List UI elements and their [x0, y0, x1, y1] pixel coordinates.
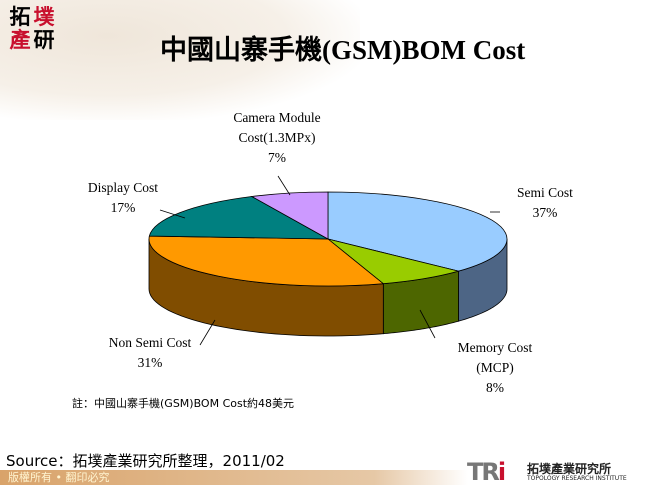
label-semi: Semi Cost 37% [490, 183, 600, 223]
leader-line [199, 319, 216, 346]
logo-char: 產 [9, 28, 31, 52]
slide-title: 中國山寨手機(GSM)BOM Cost [160, 35, 526, 65]
brand-mark: i [497, 458, 506, 486]
pie-slice-0 [327, 191, 508, 272]
pie-slice-3 [148, 196, 329, 240]
pie-slice-2 [148, 235, 385, 287]
tri-brand-logo: TRi 拓墣產業研究所 TOPOLOGY RESEARCH INSTITUTE [467, 458, 627, 486]
label-camera: Camera Module Cost(1.3MPx) 7% [212, 108, 342, 168]
chart-note: 註：中國山寨手機(GSM)BOM Cost約48美元 [72, 397, 295, 410]
leader-line [419, 309, 436, 339]
leader-line [159, 209, 186, 219]
label-pct: 37% [532, 205, 558, 220]
logo-char: 研 [33, 28, 55, 52]
brand-mark: TR [467, 458, 500, 486]
map-background [0, 0, 360, 120]
label-text: Non Semi Cost [108, 335, 192, 350]
label-text: Memory Cost [457, 340, 533, 355]
label-text: Camera Module [233, 110, 321, 125]
brand-zh: 拓墣產業研究所 [527, 462, 612, 476]
logo: 拓墣產研 [8, 6, 60, 54]
label-text: Cost(1.3MPx) [238, 130, 316, 145]
pie-slice-1 [327, 238, 461, 285]
label-pct: 17% [110, 200, 136, 215]
label-text: Semi Cost [517, 185, 573, 200]
copyright-footer: 版權所有 • 翻印必究 [0, 470, 468, 485]
logo-char: 墣 [33, 5, 55, 29]
label-pct: 8% [486, 380, 504, 395]
logo-char: 拓 [9, 5, 31, 29]
label-pct: 31% [137, 355, 163, 370]
label-memory: Memory Cost (MCP) 8% [430, 338, 560, 398]
label-text: (MCP) [476, 360, 514, 375]
label-display: Display Cost 17% [68, 178, 178, 218]
label-nonsemi: Non Semi Cost 31% [90, 333, 210, 373]
label-pct: 7% [268, 150, 286, 165]
label-text: Display Cost [87, 180, 159, 195]
leader-line [277, 175, 291, 196]
brand-en: TOPOLOGY RESEARCH INSTITUTE [527, 475, 627, 482]
source-text: Source：拓墣產業研究所整理，2011/02 [6, 452, 285, 470]
